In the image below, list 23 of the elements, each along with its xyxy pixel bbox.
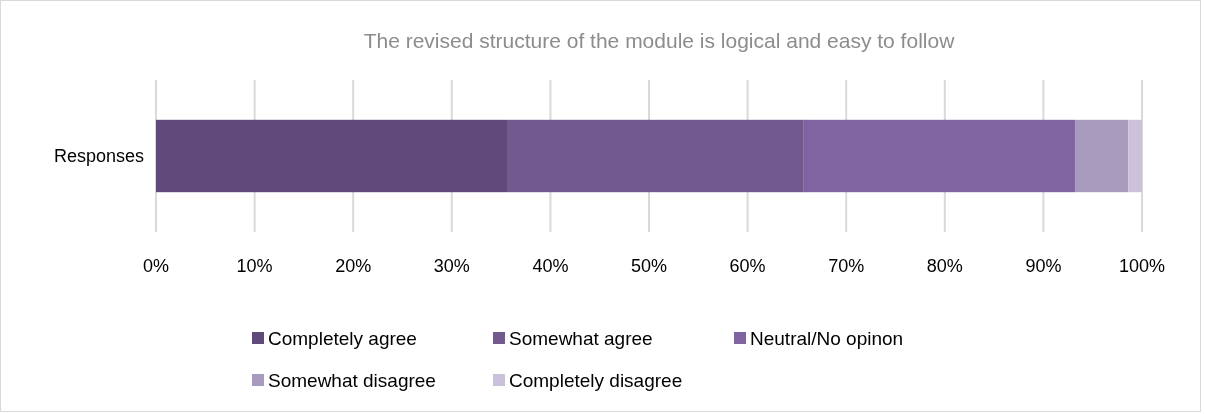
chart-title: The revised structure of the module is logical and easy to follow: [363, 29, 956, 52]
bar: [1074, 119, 1129, 193]
x-tick-label: 10%: [236, 256, 273, 276]
x-tick-label: 60%: [729, 256, 766, 276]
x-tick-label: 50%: [630, 256, 668, 276]
legend-label: Somewhat disagree: [268, 370, 436, 391]
bar: [156, 119, 508, 193]
x-tick-label: 70%: [828, 256, 865, 276]
x-tick-label: 90%: [1025, 256, 1062, 276]
bar: [803, 119, 1075, 193]
x-tick-label: 30%: [433, 256, 470, 276]
x-tick-label: 0%: [142, 256, 170, 276]
x-tick-label: 40%: [532, 256, 569, 276]
legend-label: Neutral/No opinon: [750, 328, 904, 349]
legend-label: Completely disagree: [509, 370, 683, 391]
legend-label: Completely agree: [268, 328, 417, 349]
y-tick-label: Responses: [53, 146, 144, 166]
x-tick-label: 20%: [335, 256, 372, 276]
x-tick-label: 100%: [1118, 256, 1166, 276]
legend-label: Somewhat agree: [509, 328, 653, 349]
bar: [507, 119, 804, 193]
bar: [1128, 119, 1142, 193]
x-tick-label: 80%: [926, 256, 963, 276]
